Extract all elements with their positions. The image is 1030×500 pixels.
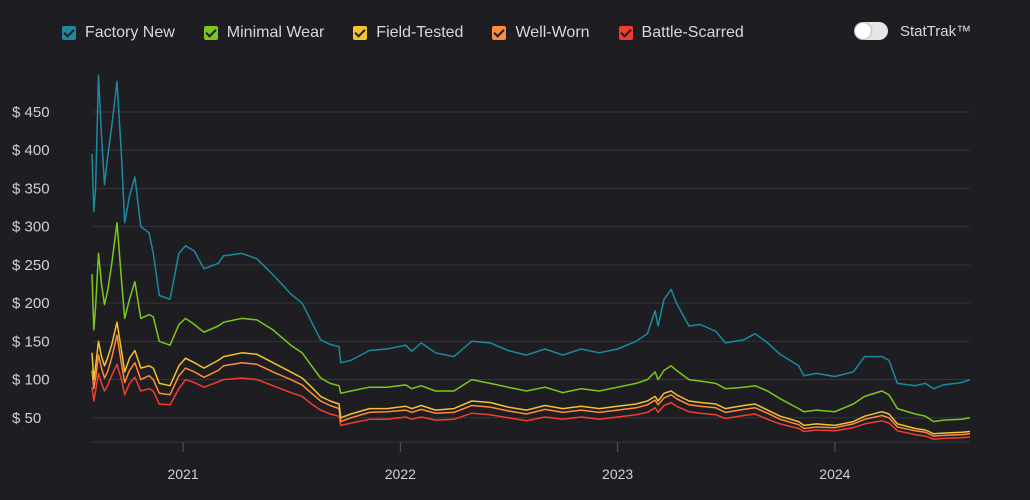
checkbox-checked-icon[interactable] <box>62 26 76 40</box>
checkbox-checked-icon[interactable] <box>492 26 507 40</box>
legend-item-factory-new[interactable]: Factory New <box>62 24 175 42</box>
y-tick-label: $ 50 <box>12 410 41 427</box>
legend-label: Field-Tested <box>376 24 464 41</box>
legend-label: Well-Worn <box>515 24 590 41</box>
y-tick-label: $ 200 <box>12 295 50 312</box>
legend-item-field-tested[interactable]: Field-Tested <box>353 24 463 42</box>
y-axis-ticks: $ 50 $ 100 $ 150 $ 200 $ 250 $ 300 $ 350 $ 400 $… <box>12 104 50 427</box>
x-axis-ticks: 2021 2022 2023 2024 <box>167 442 851 482</box>
x-tick-label: 2023 <box>602 466 633 482</box>
y-tick-label: $ 350 <box>12 180 50 197</box>
legend-item-battle-scarred[interactable]: Battle-Scarred <box>618 24 744 42</box>
stattrak-label: StatTrak™ <box>900 22 972 40</box>
y-tick-label: $ 250 <box>12 257 50 274</box>
y-tick-label: $ 100 <box>12 372 50 389</box>
legend-item-well-worn[interactable]: Well-Worn <box>492 24 590 42</box>
y-tick-label: $ 400 <box>12 142 50 159</box>
series-line-minimal-wear[interactable] <box>91 222 971 423</box>
series-line-well-worn[interactable] <box>91 334 971 437</box>
legend-label: Battle-Scarred <box>641 24 744 41</box>
y-tick-label: $ 450 <box>12 104 50 121</box>
x-tick-label: 2024 <box>819 466 850 482</box>
toggle-knob <box>855 23 871 39</box>
legend-label: Factory New <box>85 24 175 41</box>
y-tick-label: $ 300 <box>12 219 50 236</box>
series-line-field-tested[interactable] <box>91 321 971 435</box>
x-tick-label: 2022 <box>385 466 416 482</box>
checkbox-checked-icon[interactable] <box>353 26 368 40</box>
checkbox-checked-icon[interactable] <box>203 26 218 40</box>
y-tick-label: $ 150 <box>12 333 50 350</box>
series-lines <box>91 74 971 440</box>
series-line-battle-scarred[interactable] <box>91 363 971 440</box>
checkbox-checked-icon[interactable] <box>618 26 633 40</box>
stattrak-toggle[interactable] <box>854 22 888 40</box>
series-line-factory-new[interactable] <box>91 74 971 390</box>
legend-label: Minimal Wear <box>226 24 325 41</box>
stattrak-toggle-group: StatTrak™ <box>854 22 971 40</box>
x-tick-label: 2021 <box>167 466 198 482</box>
grid-lines <box>92 111 970 443</box>
legend: Factory New Minimal Wear Field-Tested We… <box>62 24 773 42</box>
legend-item-minimal-wear[interactable]: Minimal Wear <box>203 24 325 42</box>
